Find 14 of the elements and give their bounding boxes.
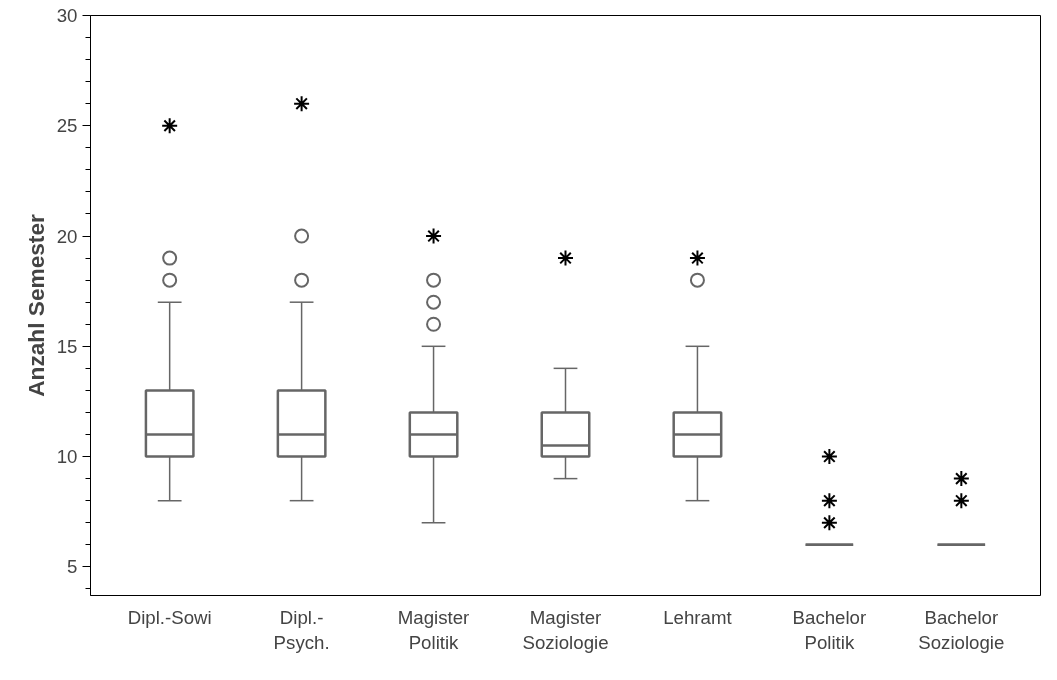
y-tick-label: 25 [56, 115, 78, 137]
x-tick-label: Dipl.- Psych. [273, 606, 330, 653]
x-tick-label: Bachelor Politik [792, 606, 867, 653]
y-axis-title: Anzahl Semester [22, 214, 49, 397]
y-tick-label: 15 [56, 335, 78, 357]
y-tick-label: 10 [56, 446, 78, 468]
y-tick-label: 20 [56, 225, 78, 247]
y-tick-label: 30 [56, 5, 78, 26]
y-tick-label: 5 [67, 556, 78, 578]
x-tick-label: Magister Soziologie [522, 606, 609, 653]
x-tick-label: Lehramt [663, 606, 733, 628]
x-tick-label: Bachelor Soziologie [918, 606, 1005, 653]
x-tick-label: Magister Politik [397, 606, 470, 653]
x-tick-label: Dipl.-Sowi [127, 606, 212, 628]
